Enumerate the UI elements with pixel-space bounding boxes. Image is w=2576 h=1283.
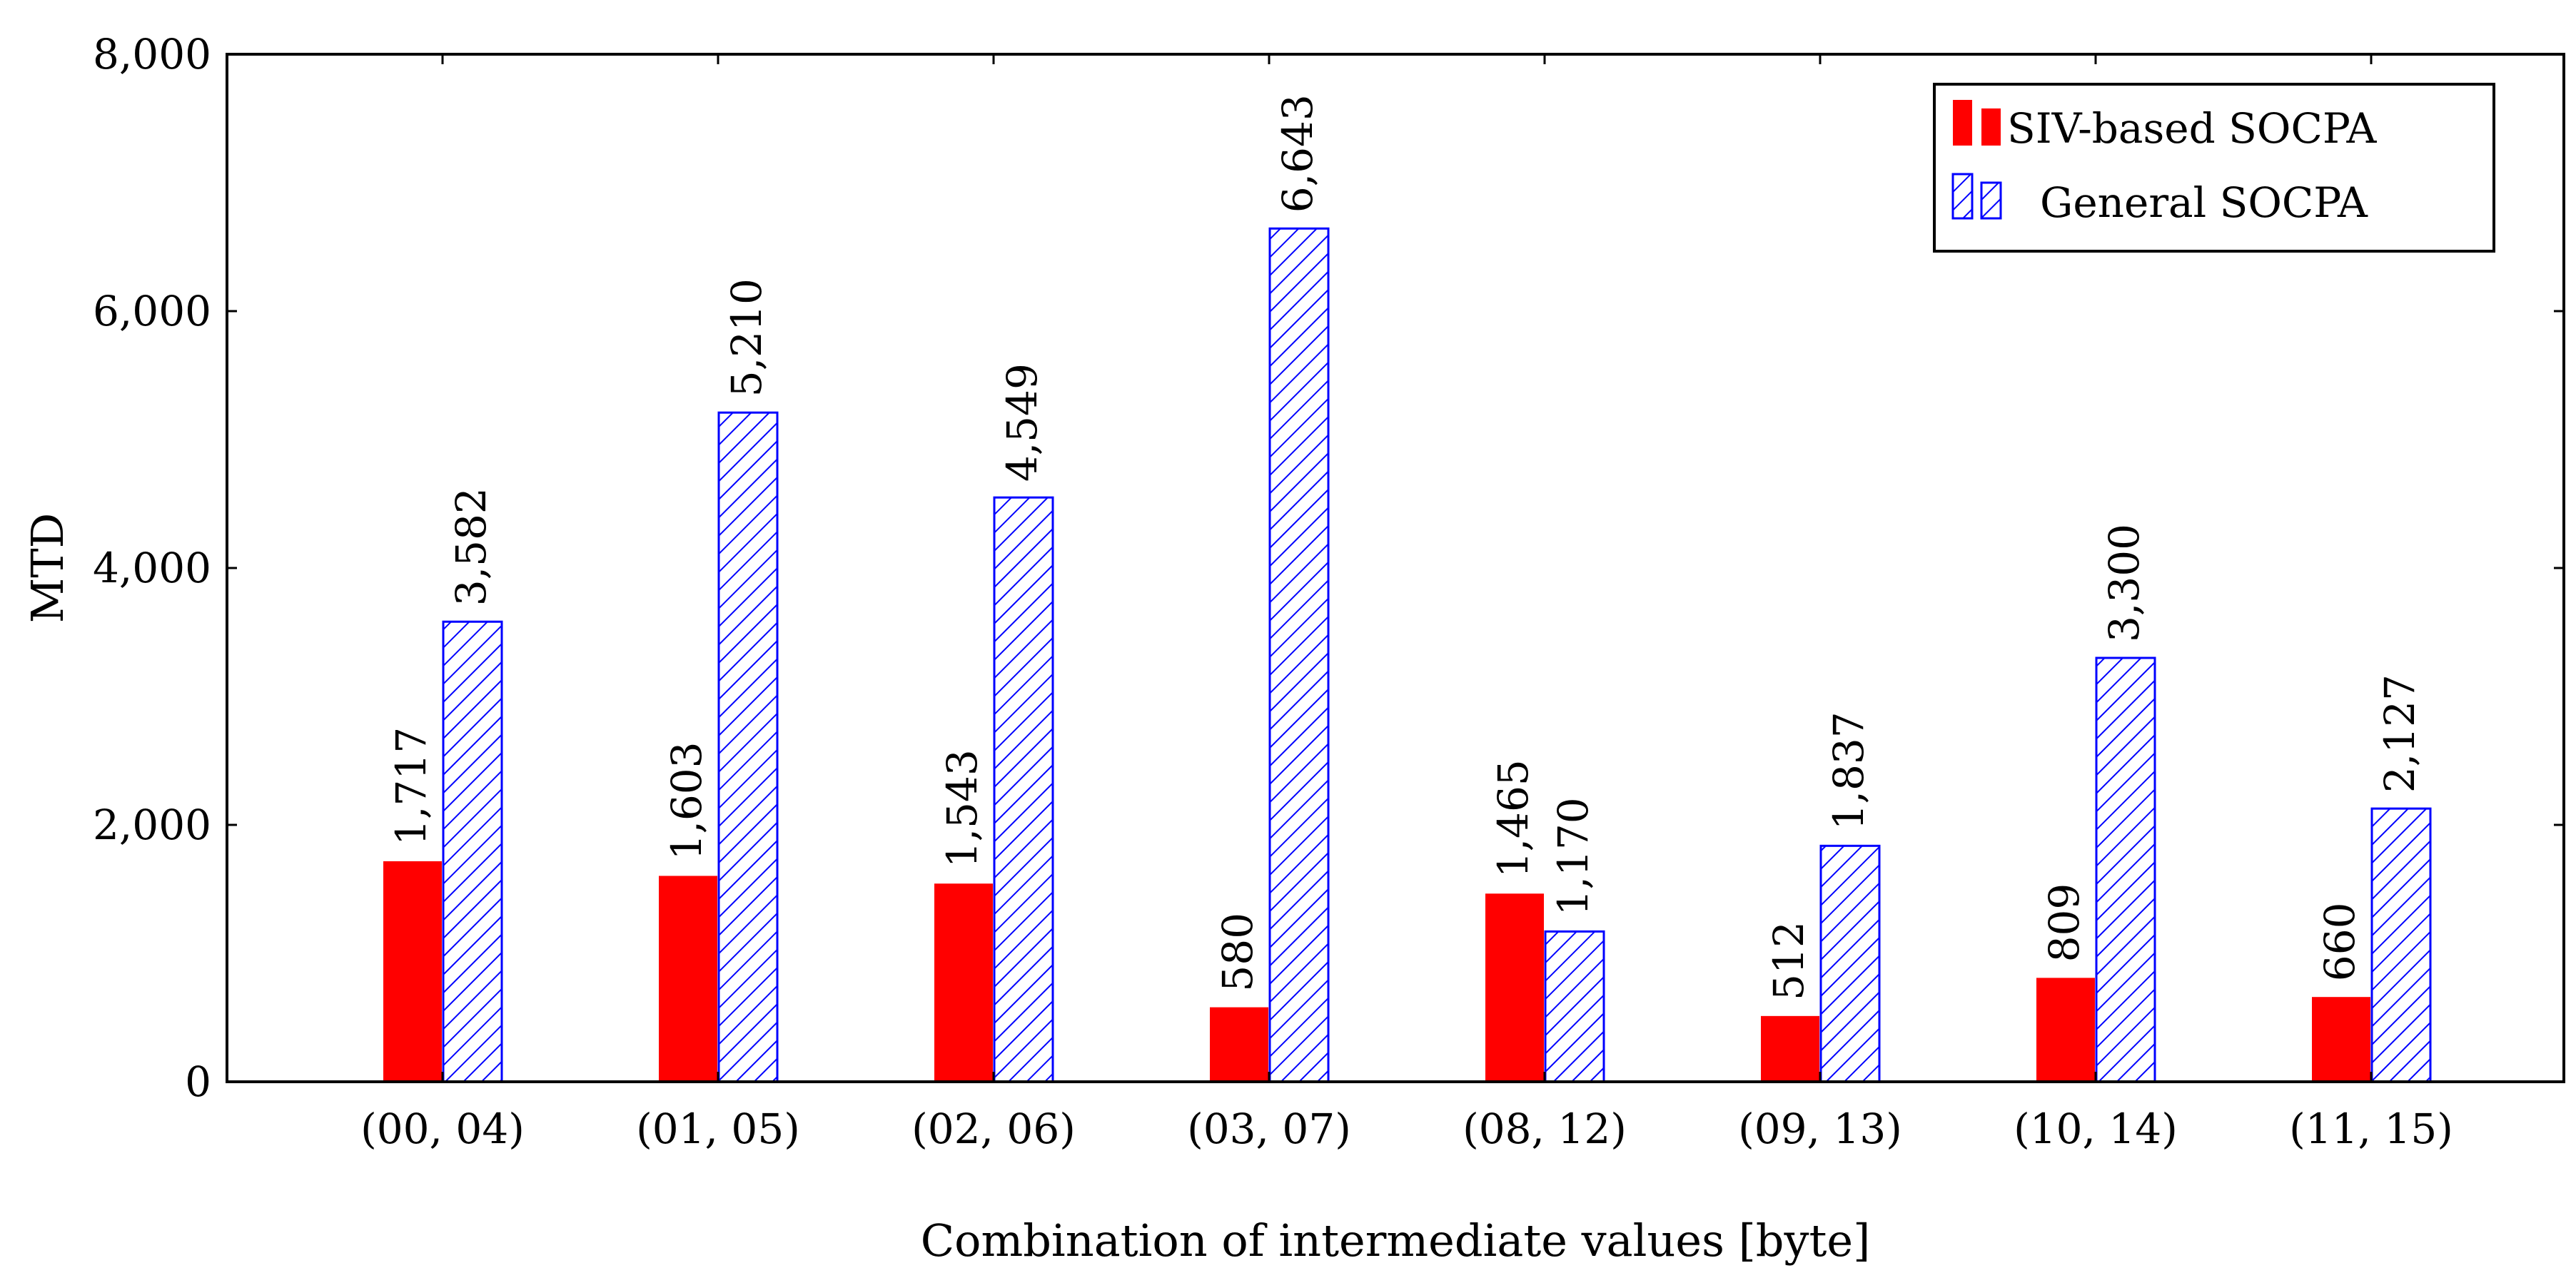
legend-swatch-siv-based-socpa-a: [1953, 100, 1972, 146]
value-label-general-socpa-1: 5,210: [722, 278, 771, 397]
value-label-general-socpa-0: 3,582: [447, 487, 495, 606]
x-tick-label-2: (02, 06): [911, 1105, 1076, 1153]
bar-general-socpa-5: [1819, 844, 1881, 1083]
value-label-general-socpa-7: 2,127: [2375, 674, 2424, 793]
value-label-general-socpa-2: 4,549: [998, 363, 1046, 482]
x-tick-label-4: (08, 12): [1463, 1105, 1627, 1153]
y-tick-label-1: 2,000: [93, 801, 211, 849]
x-tick-label-0: (00, 04): [360, 1105, 525, 1153]
y-tick-label-0: 0: [185, 1058, 211, 1106]
y-tick-label-3: 6,000: [93, 287, 211, 335]
legend-box: [1933, 83, 2495, 253]
legend: SIV-based SOCPA General SOCPA: [1933, 83, 2495, 253]
legend-swatch-general-socpa-b: [1980, 181, 2002, 220]
x-tick-label-5: (09, 13): [1738, 1105, 1902, 1153]
bar-siv-based-socpa-6: [2036, 978, 2095, 1082]
bar-siv-based-socpa-5: [1761, 1015, 1819, 1082]
value-label-siv-based-socpa-0: 1,717: [387, 727, 435, 846]
y-tick-label-2: 4,000: [93, 544, 211, 592]
x-tick-label-6: (10, 14): [2014, 1105, 2178, 1153]
value-label-siv-based-socpa-5: 512: [1764, 921, 1813, 1000]
x-tick-label-7: (11, 15): [2289, 1105, 2453, 1153]
value-label-general-socpa-3: 6,643: [1273, 94, 1322, 213]
bar-general-socpa-0: [442, 620, 503, 1083]
legend-label-siv-based-socpa: SIV-based SOCPA: [2007, 104, 2378, 153]
bar-siv-based-socpa-7: [2312, 997, 2370, 1082]
y-tick-label-4: 8,000: [93, 30, 211, 78]
value-label-siv-based-socpa-1: 1,603: [662, 741, 711, 860]
value-label-general-socpa-6: 3,300: [2100, 524, 2148, 642]
value-label-siv-based-socpa-6: 809: [2040, 883, 2088, 963]
x-tick-label-3: (03, 07): [1187, 1105, 1351, 1153]
bar-general-socpa-3: [1268, 227, 1330, 1083]
bar-general-socpa-4: [1544, 930, 1605, 1083]
value-label-general-socpa-5: 1,837: [1824, 711, 1873, 830]
bar-general-socpa-7: [2370, 807, 2432, 1083]
x-axis-title: Combination of intermediate values [byte…: [921, 1214, 1871, 1267]
bar-siv-based-socpa-2: [934, 883, 993, 1082]
x-tick-label-1: (01, 05): [636, 1105, 800, 1153]
value-label-siv-based-socpa-3: 580: [1213, 913, 1262, 992]
bar-siv-based-socpa-0: [383, 861, 442, 1082]
bar-siv-based-socpa-1: [659, 876, 717, 1082]
y-axis-title: MTD: [21, 513, 74, 624]
legend-swatch-siv-based-socpa-b: [1981, 108, 2001, 146]
bar-general-socpa-2: [993, 496, 1054, 1083]
value-label-siv-based-socpa-2: 1,543: [938, 749, 986, 868]
bar-general-socpa-6: [2095, 656, 2156, 1083]
bar-siv-based-socpa-4: [1485, 893, 1544, 1082]
bar-general-socpa-1: [717, 411, 779, 1083]
value-label-siv-based-socpa-4: 1,465: [1489, 759, 1537, 878]
legend-swatch-general-socpa-a: [1951, 173, 1974, 220]
value-label-general-socpa-4: 1,170: [1549, 797, 1597, 916]
bar-siv-based-socpa-3: [1210, 1007, 1268, 1082]
value-label-siv-based-socpa-7: 660: [2315, 902, 2364, 981]
legend-label-general-socpa: General SOCPA: [2040, 178, 2368, 227]
